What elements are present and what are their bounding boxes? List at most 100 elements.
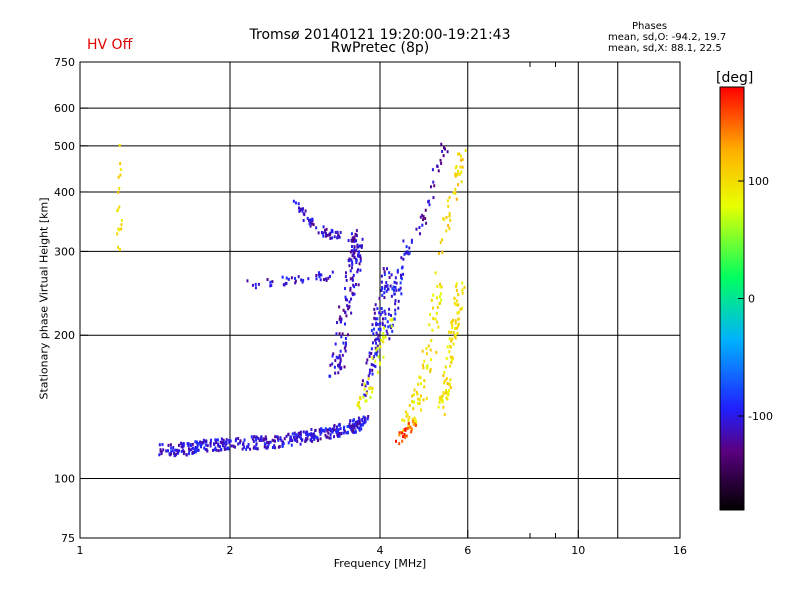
data-point: [338, 432, 341, 436]
data-point: [242, 442, 245, 446]
data-point: [410, 427, 413, 431]
data-point: [294, 439, 297, 443]
data-point: [335, 355, 338, 359]
data-point: [415, 390, 418, 394]
data-point: [379, 327, 382, 331]
data-point: [339, 320, 342, 324]
data-point: [328, 427, 331, 431]
data-point: [394, 312, 397, 316]
data-point: [291, 432, 294, 436]
data-point: [437, 252, 440, 256]
data-point: [447, 224, 450, 228]
data-point: [446, 345, 449, 349]
data-point: [384, 317, 387, 321]
data-point: [384, 324, 387, 328]
data-point: [391, 323, 394, 327]
data-point: [394, 299, 397, 303]
data-point: [416, 392, 419, 396]
data-point: [311, 217, 314, 221]
data-point: [450, 321, 453, 325]
data-point: [325, 278, 328, 282]
data-point: [398, 288, 401, 292]
data-point: [176, 448, 179, 452]
data-point: [396, 270, 399, 274]
data-point: [371, 386, 374, 390]
data-point: [303, 213, 306, 217]
data-point: [306, 433, 309, 437]
data-point: [430, 339, 433, 343]
data-point: [206, 444, 209, 448]
data-point: [371, 323, 374, 327]
data-point: [410, 238, 413, 242]
data-point: [289, 439, 292, 443]
data-point: [386, 332, 389, 336]
data-point: [345, 314, 348, 318]
data-point: [229, 439, 232, 443]
data-point: [182, 442, 185, 446]
data-point: [117, 227, 120, 231]
data-point: [441, 250, 444, 254]
data-point: [194, 448, 197, 452]
data-point: [317, 273, 320, 277]
data-point: [374, 303, 377, 307]
data-point: [457, 324, 460, 328]
data-point: [408, 415, 411, 419]
data-point: [371, 390, 374, 394]
data-point: [321, 231, 324, 235]
data-point: [382, 355, 385, 359]
data-point: [219, 445, 222, 449]
data-point: [353, 431, 356, 435]
data-point: [343, 346, 346, 350]
data-point: [421, 213, 424, 217]
data-point: [408, 246, 411, 250]
data-point: [439, 292, 442, 296]
data-point: [323, 429, 326, 433]
data-point: [344, 271, 347, 275]
data-point: [449, 355, 452, 359]
data-point: [119, 173, 122, 177]
data-point: [448, 337, 451, 341]
data-point: [160, 452, 163, 456]
data-point: [228, 441, 231, 445]
data-point: [318, 273, 321, 277]
data-point: [300, 278, 303, 282]
data-point: [358, 254, 361, 258]
data-point: [308, 222, 311, 226]
data-point: [436, 320, 439, 324]
data-point: [326, 435, 329, 439]
data-point: [380, 280, 383, 284]
data-point: [429, 358, 432, 362]
data-point: [333, 365, 336, 369]
data-point: [407, 418, 410, 422]
data-point: [391, 318, 394, 322]
data-point: [347, 239, 350, 243]
data-point: [382, 340, 385, 344]
data-point: [342, 341, 345, 345]
colorbar-ticks: 100 0 -100: [738, 175, 773, 423]
data-point: [455, 284, 458, 288]
data-point: [350, 232, 353, 236]
data-point: [392, 288, 395, 292]
data-point: [310, 433, 313, 437]
data-point: [370, 347, 373, 351]
data-point: [195, 440, 198, 444]
data-point: [376, 307, 379, 311]
data-point: [385, 281, 388, 285]
data-point: [449, 218, 452, 222]
data-point: [344, 287, 347, 291]
data-point: [399, 273, 402, 277]
data-point: [377, 333, 380, 337]
data-point: [452, 191, 455, 195]
data-point: [343, 427, 346, 431]
data-point: [326, 233, 329, 237]
data-point: [225, 441, 228, 445]
data-point: [375, 337, 378, 341]
data-point: [437, 325, 440, 329]
data-point: [310, 427, 313, 431]
data-point: [294, 281, 297, 285]
data-point: [302, 218, 305, 222]
data-point: [339, 359, 342, 363]
data-point: [117, 190, 120, 194]
data-point: [354, 232, 357, 236]
